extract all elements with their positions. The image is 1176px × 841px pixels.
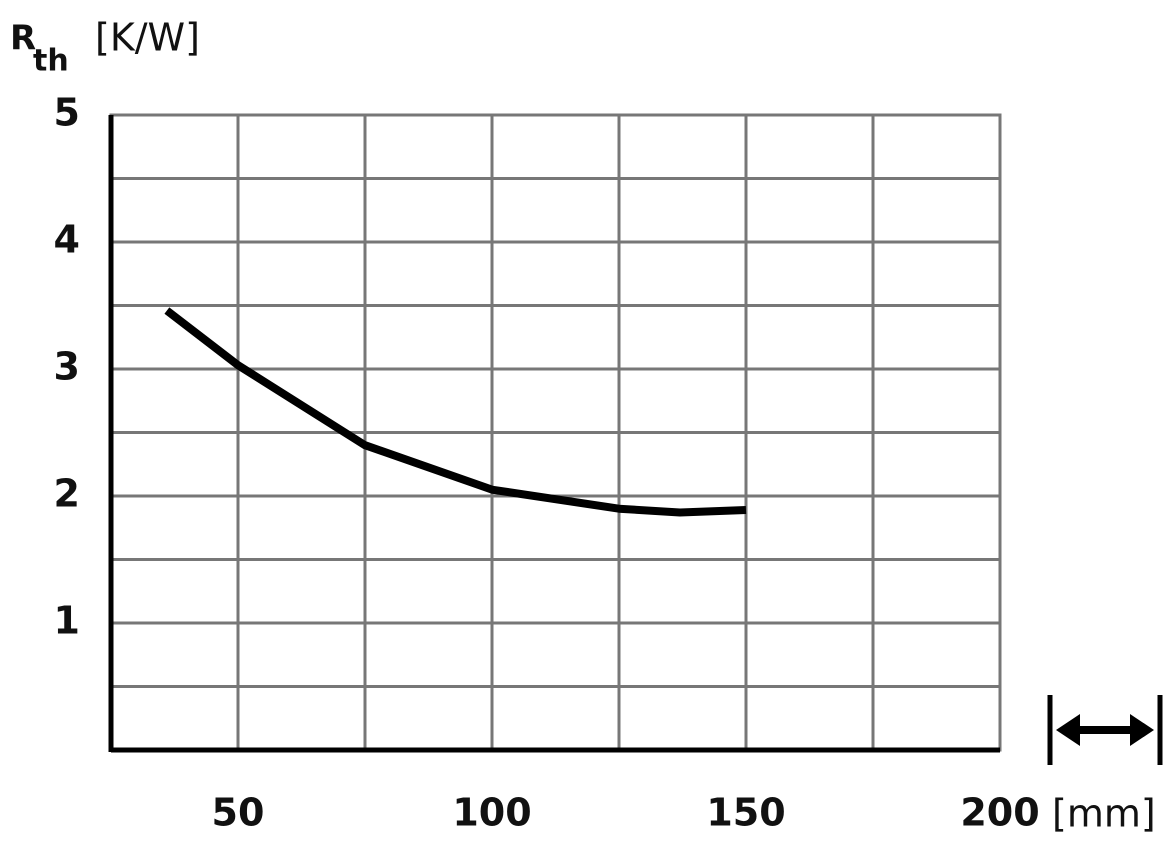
dimension-arrow [1047, 695, 1163, 765]
data-line [164, 307, 747, 517]
y-axis-unit: [K/W] [95, 16, 200, 60]
y-tick-label: 1 [54, 599, 80, 643]
y-tick-label: 4 [54, 218, 80, 262]
x-tick-label: 200 [960, 791, 1039, 835]
y-tick-label: 2 [54, 472, 80, 516]
x-axis-unit: [mm] [1052, 792, 1156, 836]
x-tick-label: 150 [706, 791, 785, 835]
x-tick-label: 100 [452, 791, 531, 835]
y-tick-label: 3 [54, 345, 80, 389]
y-axis-subscript: th [33, 44, 69, 79]
y-axis-symbol: R [10, 19, 36, 59]
x-tick-label: 50 [212, 791, 265, 835]
y-tick-label: 5 [54, 91, 80, 135]
